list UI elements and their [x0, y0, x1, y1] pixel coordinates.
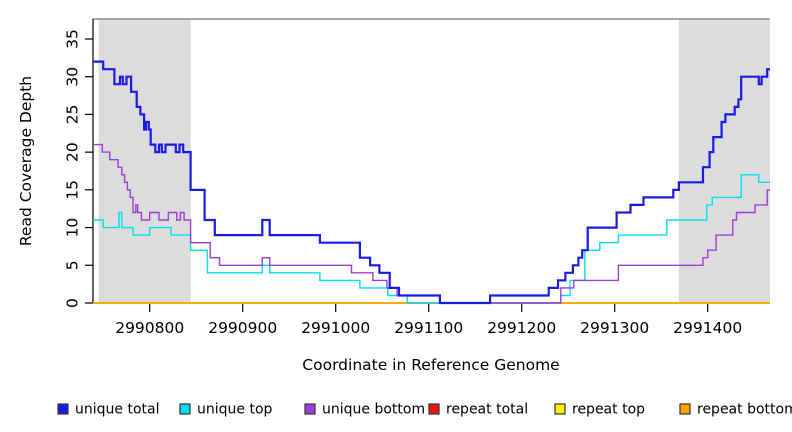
legend-swatch-unique_total	[57, 403, 69, 415]
x-tick-label: 2991000	[301, 319, 370, 337]
legend-label-repeat_bottom: repeat bottom	[697, 402, 792, 418]
series-path-unique_bottom	[93, 143, 770, 304]
legend-swatch-repeat_total	[428, 403, 440, 415]
x-tick-label: 2991400	[673, 319, 742, 337]
legend-label-unique_total: unique total	[75, 402, 159, 418]
x-axis-title: Coordinate in Reference Genome	[302, 356, 559, 374]
x-tick-label: 2990900	[208, 319, 277, 337]
legend-swatch-repeat_bottom	[679, 403, 691, 415]
x-tick-label: 2990800	[115, 319, 184, 337]
y-tick-label: 20	[63, 142, 81, 162]
legend-label-unique_top: unique top	[197, 402, 273, 418]
y-tick-label: 25	[63, 105, 81, 125]
legend-label-unique_bottom: unique bottom	[322, 402, 425, 418]
legend-swatch-unique_bottom	[304, 403, 316, 415]
legend-label-repeat_top: repeat top	[572, 402, 645, 418]
series-path-unique_top	[93, 174, 770, 304]
shaded-region	[98, 19, 191, 303]
shaded-regions-layer	[98, 19, 770, 303]
y-tick-label: 15	[63, 180, 81, 200]
y-tick-label: 30	[63, 67, 81, 87]
plot-frame-layer	[92, 18, 770, 303]
y-tick-label: 0	[63, 298, 81, 308]
series-path-unique_total	[93, 60, 770, 305]
series-layer	[93, 60, 770, 305]
y-tick-label: 10	[63, 218, 81, 238]
axis-ticks-layer: 0 5 10 15 20 25 30 35 2990800 2990900 2991000 29911…	[63, 29, 742, 337]
legend-label-repeat_total: repeat total	[446, 402, 528, 418]
y-tick-label: 5	[63, 260, 81, 270]
legend-swatch-unique_top	[179, 403, 191, 415]
legend-swatch-repeat_top	[554, 403, 566, 415]
shaded-region	[678, 19, 770, 303]
y-tick-label: 35	[63, 29, 81, 49]
x-tick-label: 2991300	[580, 319, 649, 337]
x-tick-label: 2991200	[487, 319, 556, 337]
legend: unique total unique top unique bottom repea…	[57, 402, 792, 418]
x-tick-label: 2991100	[394, 319, 463, 337]
y-axis-title: Read Coverage Depth	[17, 76, 35, 246]
